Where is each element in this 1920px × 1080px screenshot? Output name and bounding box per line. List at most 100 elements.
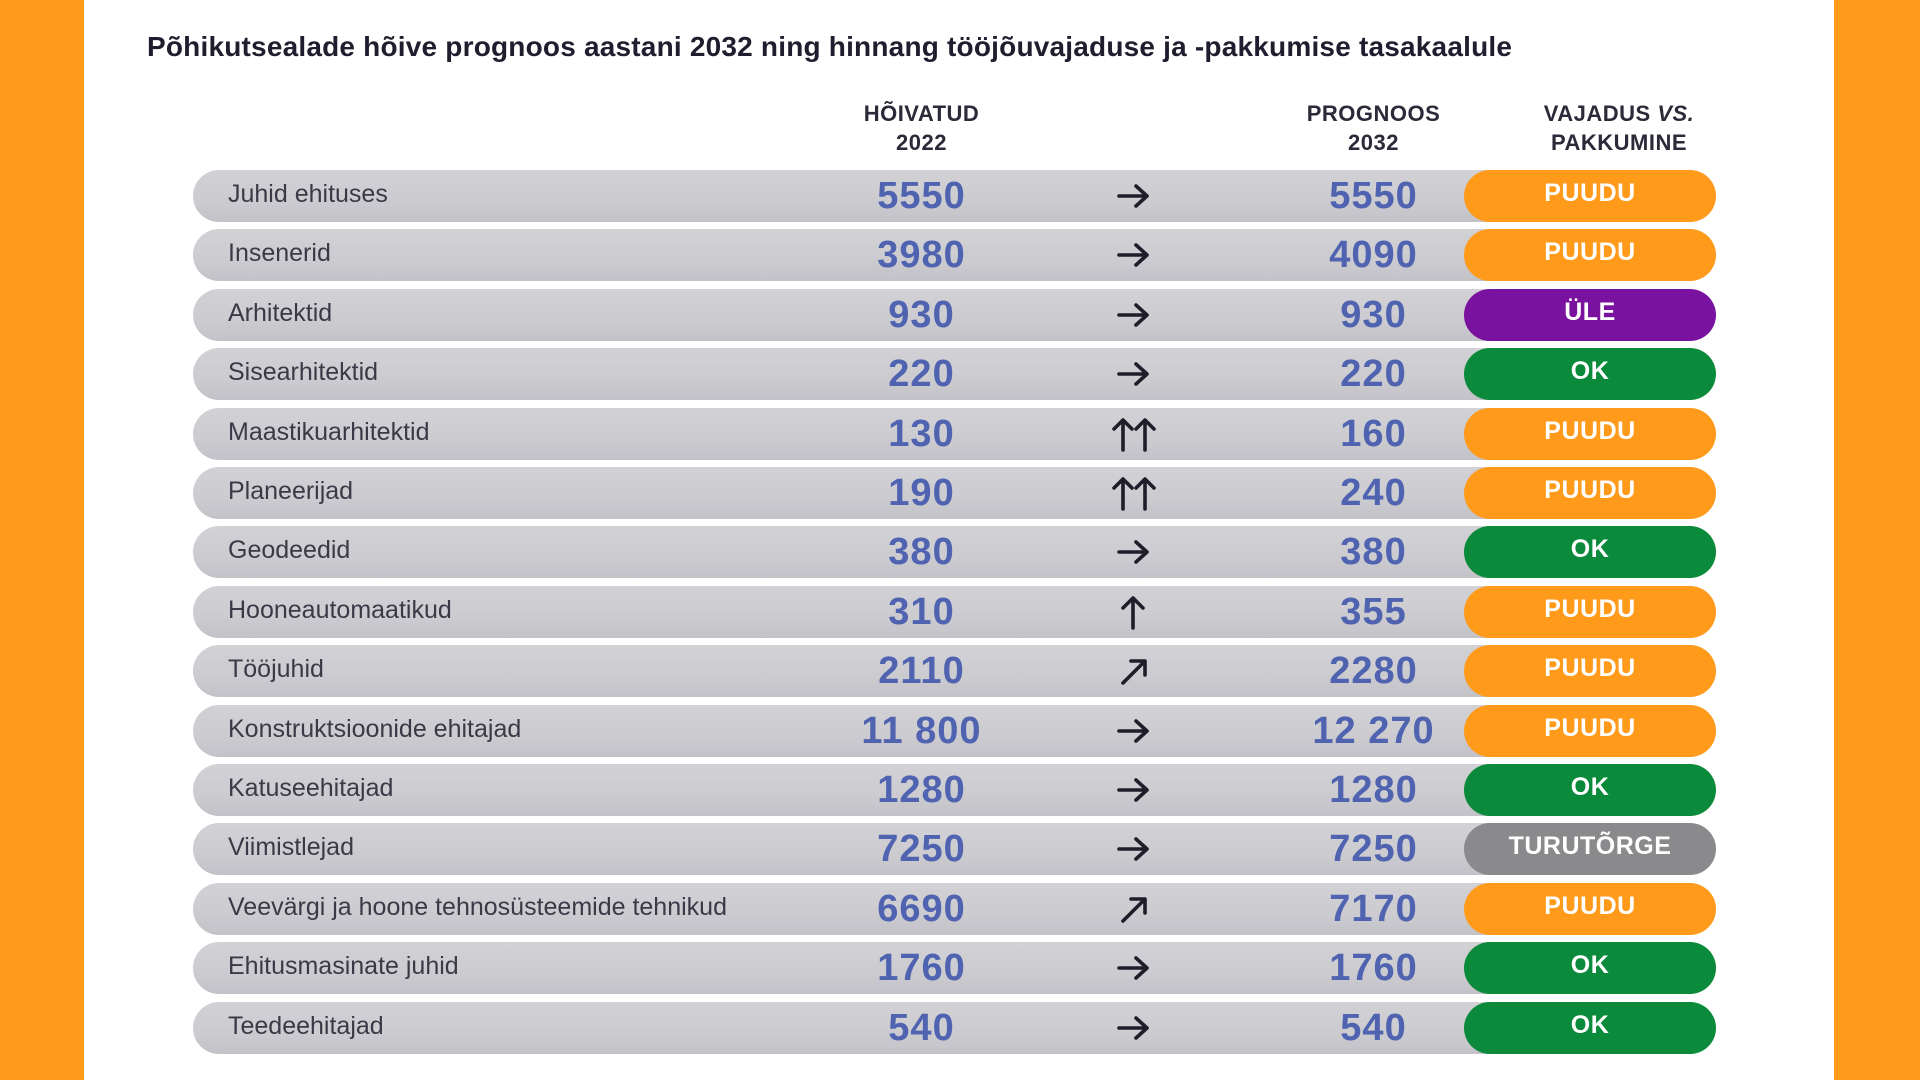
- status-badge: OK: [1464, 526, 1716, 579]
- employed-2022-value: 930: [888, 293, 955, 336]
- table-row: Tööjuhid 2110 2280 PUUDU: [193, 645, 1716, 698]
- status-badge: PUUDU: [1464, 170, 1716, 222]
- status-badge: OK: [1464, 764, 1716, 816]
- arrow-right-icon: [1103, 532, 1163, 572]
- forecast-2032-value: 7170: [1329, 887, 1418, 930]
- occupation-name: Konstruktsioonide ehitajad: [228, 714, 522, 743]
- column-header-balance-line1-vs: VS.: [1657, 101, 1695, 126]
- status-badge: PUUDU: [1464, 407, 1716, 460]
- employed-2022-value: 1280: [877, 769, 966, 811]
- forecast-2032-value: 220: [1340, 353, 1407, 396]
- occupation-name: Teedeehitajad: [228, 1011, 384, 1040]
- arrow-right-icon: [1103, 354, 1163, 394]
- table-row: Juhid ehituses 5550 5550 PUUDU: [193, 170, 1716, 222]
- table-row: Maastikuarhitektid 130 160 PUUDU: [193, 407, 1716, 460]
- status-badge: OK: [1464, 942, 1716, 995]
- column-header-forecast: PROGNOOS 2032: [1251, 99, 1496, 157]
- employed-2022-value: 3980: [877, 234, 966, 277]
- occupation-name: Geodeedid: [228, 536, 351, 565]
- column-header-balance-line1-a: VAJADUS: [1543, 101, 1658, 126]
- status-badge: PUUDU: [1464, 229, 1716, 282]
- arrow-right-icon: [1103, 770, 1163, 810]
- table-row: Geodeedid 380 380 OK: [193, 526, 1716, 579]
- column-header-employed: HÕIVATUD 2022: [799, 99, 1044, 157]
- column-header-employed-line1: HÕIVATUD: [863, 101, 980, 126]
- employed-2022-value: 540: [888, 1006, 955, 1049]
- arrow-right-icon: [1103, 829, 1163, 869]
- status-badge: OK: [1464, 348, 1716, 401]
- column-header-employed-line2: 2022: [896, 130, 947, 155]
- forecast-2032-value: 355: [1340, 590, 1407, 633]
- table-row: Hooneautomaatikud 310 355 PUUDU: [193, 585, 1716, 638]
- employed-2022-value: 380: [888, 531, 955, 574]
- occupation-name: Maastikuarhitektid: [228, 417, 430, 446]
- forecast-2032-value: 930: [1340, 293, 1407, 336]
- forecast-2032-value: 4090: [1329, 234, 1418, 277]
- occupation-name: Ehitusmasinate juhid: [228, 952, 459, 981]
- table-row: Planeerijad 190 240 PUUDU: [193, 467, 1716, 519]
- forecast-2032-value: 12 270: [1312, 709, 1435, 752]
- status-badge: ÜLE: [1464, 288, 1716, 341]
- employed-2022-value: 7250: [877, 828, 966, 871]
- table-row: Teedeehitajad 540 540 OK: [193, 1001, 1716, 1054]
- occupation-name: Hooneautomaatikud: [228, 595, 452, 624]
- table-row: Ehitusmasinate juhid 1760 1760 OK: [193, 942, 1716, 995]
- employed-2022-value: 2110: [878, 650, 965, 693]
- arrow-up-right-icon: [1103, 889, 1163, 929]
- status-badge: PUUDU: [1464, 645, 1716, 698]
- table-row: Arhitektid 930 930 ÜLE: [193, 288, 1716, 341]
- forecast-2032-value: 5550: [1329, 175, 1418, 217]
- occupation-name: Viimistlejad: [228, 833, 354, 862]
- arrow-up-icon: [1103, 592, 1163, 632]
- status-badge: PUUDU: [1464, 882, 1716, 935]
- status-badge: PUUDU: [1464, 585, 1716, 638]
- occupation-name: Sisearhitektid: [228, 358, 379, 387]
- forecast-2032-value: 2280: [1329, 650, 1418, 693]
- forecast-2032-value: 240: [1340, 472, 1407, 514]
- column-header-balance-line2: PAKKUMINE: [1550, 130, 1688, 155]
- employed-2022-value: 5550: [877, 175, 966, 217]
- arrow-right-icon: [1103, 295, 1163, 335]
- arrow-right-icon: [1103, 235, 1163, 275]
- status-badge: OK: [1464, 1001, 1716, 1054]
- forecast-2032-value: 1280: [1329, 769, 1418, 811]
- forecast-2032-value: 380: [1340, 531, 1407, 574]
- column-header-forecast-line1: PROGNOOS: [1306, 101, 1441, 126]
- occupation-name: Katuseehitajad: [228, 774, 394, 802]
- occupation-name: Veevärgi ja hoone tehnosüsteemide tehnik…: [228, 892, 727, 921]
- status-badge: TURUTÕRGE: [1464, 823, 1716, 876]
- employed-2022-value: 220: [888, 353, 955, 396]
- employed-2022-value: 190: [888, 472, 955, 514]
- table-row: Katuseehitajad 1280 1280 OK: [193, 764, 1716, 816]
- double-arrow-up-icon: [1103, 473, 1163, 513]
- double-arrow-up-icon: [1103, 414, 1163, 454]
- column-header-balance: VAJADUS VS. PAKKUMINE: [1464, 99, 1774, 157]
- table-row: Konstruktsioonide ehitajad 11 800 12 270 PU…: [193, 704, 1716, 757]
- table-row: Insenerid 3980 4090 PUUDU: [193, 229, 1716, 282]
- infographic-page: Põhikutsealade hõive prognoos aastani 20…: [84, 0, 1834, 1080]
- chart-title: Põhikutsealade hõive prognoos aastani 20…: [147, 31, 1513, 62]
- occupation-name: Planeerijad: [228, 477, 354, 505]
- forecast-2032-value: 540: [1340, 1006, 1407, 1049]
- employed-2022-value: 6690: [877, 887, 966, 930]
- column-header-forecast-line2: 2032: [1348, 130, 1399, 155]
- arrow-up-right-icon: [1103, 651, 1163, 691]
- occupation-name: Insenerid: [228, 239, 331, 268]
- employed-2022-value: 1760: [877, 947, 966, 990]
- table-row: Sisearhitektid 220 220 OK: [193, 348, 1716, 401]
- employed-2022-value: 310: [888, 590, 955, 633]
- occupation-name: Juhid ehituses: [228, 180, 388, 208]
- arrow-right-icon: [1103, 176, 1163, 216]
- occupation-name: Tööjuhid: [228, 655, 324, 684]
- column-header-balance-line1: VAJADUS VS.: [1464, 99, 1774, 128]
- forecast-2032-value: 7250: [1329, 828, 1418, 871]
- forecast-2032-value: 1760: [1329, 947, 1418, 990]
- employed-2022-value: 11 800: [861, 709, 982, 752]
- status-badge: PUUDU: [1464, 467, 1716, 519]
- arrow-right-icon: [1103, 948, 1163, 988]
- arrow-right-icon: [1103, 711, 1163, 751]
- forecast-2032-value: 160: [1340, 412, 1407, 455]
- employed-2022-value: 130: [888, 412, 955, 455]
- arrow-right-icon: [1103, 1008, 1163, 1048]
- table-row: Viimistlejad 7250 7250 TURUTÕRGE: [193, 823, 1716, 876]
